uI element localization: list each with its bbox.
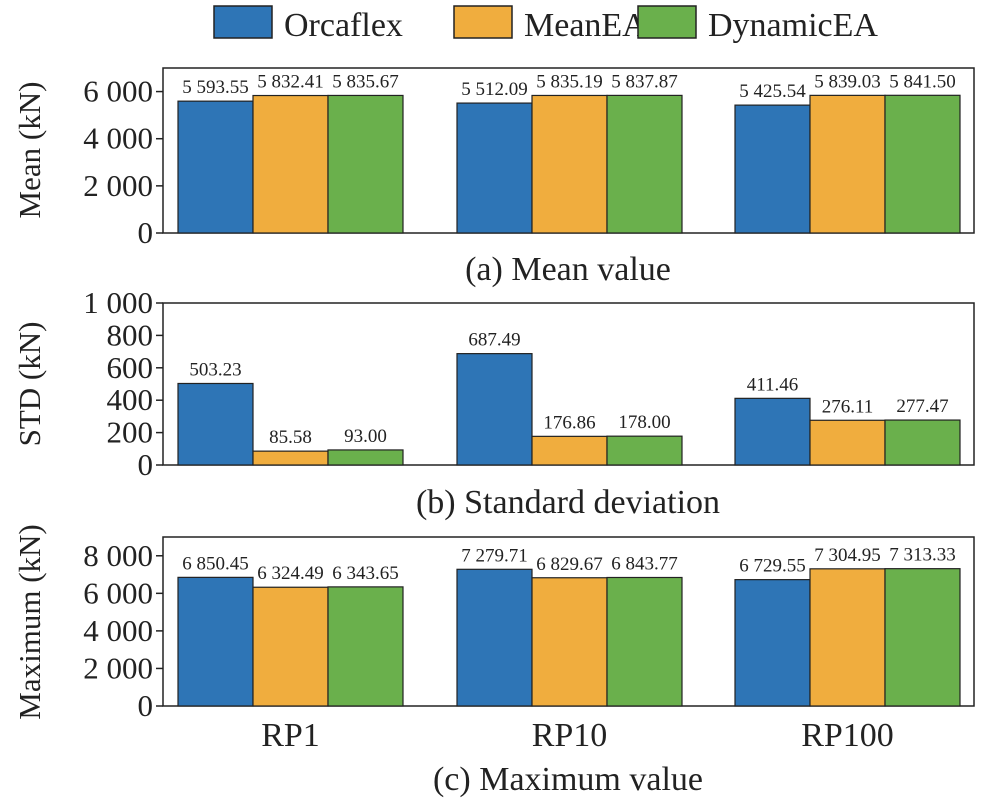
data-label: 85.58 [269,427,312,448]
legend-label: DynamicEA [708,7,878,44]
data-label: 5 512.09 [461,79,528,100]
panel-caption: (b) Standard deviation [416,484,720,521]
bar-orcaflex-rp10 [456,102,533,234]
y-tick-label: 6 000 [83,575,153,610]
data-label: 7 313.33 [889,545,956,566]
bar-dynamicea-rp10 [606,576,683,707]
y-axis-label: STD (kN) [12,322,47,447]
data-label: 6 729.55 [739,556,806,577]
data-label: 176.86 [543,412,595,433]
bar-dynamicea-rp1 [327,94,404,234]
bar-orcaflex-rp10 [456,353,533,466]
y-tick-label: 4 000 [83,121,153,156]
bar-orcaflex-rp100 [734,397,811,466]
legend-label: MeanEA [524,7,647,44]
data-label: 6 850.45 [182,553,249,574]
data-label: 6 843.77 [611,553,678,574]
data-label: 7 304.95 [814,545,881,566]
data-label: 411.46 [747,374,799,395]
y-axis-label: Maximum (kN) [12,524,47,719]
y-tick-label: 0 [138,215,154,250]
y-tick-label: 800 [107,317,154,352]
y-tick-label: 0 [138,688,154,723]
data-label: 5 835.67 [332,71,399,92]
x-category-label: RP100 [801,717,894,754]
data-label: 5 425.54 [739,81,806,102]
y-tick-label: 2 000 [83,650,153,685]
data-label: 5 839.03 [814,71,881,92]
bar-dynamicea-rp1 [327,586,404,707]
y-tick-label: 8 000 [83,538,153,573]
panel-1: 0 2 000 4 000 6 000 Mean (kN) 5 593.55 5 512.0… [12,67,975,288]
bar-orcaflex-rp10 [456,568,533,707]
legend-label: Orcaflex [284,7,403,44]
data-label: 277.47 [896,396,948,417]
y-tick-label: 4 000 [83,613,153,648]
bar-meanea-rp10 [531,577,608,707]
bar-orcaflex-rp100 [734,104,811,234]
y-tick-label: 1 000 [83,285,153,320]
legend-item-orcaflex: Orcaflex [213,5,403,44]
y-tick-label: 0 [138,447,154,482]
data-label: 503.23 [189,359,241,380]
bar-meanea-rp10 [531,435,608,466]
legend-item-dynamicea: DynamicEA [637,5,878,44]
legend: Orcaflex MeanEA DynamicEA [213,5,878,44]
bar-orcaflex-rp1 [177,382,254,466]
data-label: 5 593.55 [182,77,249,98]
bar-orcaflex-rp100 [734,579,811,707]
data-label: 5 832.41 [257,72,324,93]
bar-meanea-rp100 [809,568,886,707]
data-label: 5 837.87 [611,71,678,92]
bar-meanea-rp1 [252,586,329,707]
legend-item-meanea: MeanEA [453,5,647,44]
panel-caption: (a) Mean value [465,251,671,288]
legend-swatch [637,5,697,39]
bar-dynamicea-rp1 [327,449,404,466]
bar-orcaflex-rp1 [177,576,254,707]
bar-meanea-rp100 [809,419,886,466]
data-label: 5 841.50 [889,71,956,92]
data-label: 6 829.67 [536,554,603,575]
bar-meanea-rp1 [252,94,329,234]
y-tick-label: 600 [107,350,154,385]
data-label: 178.00 [618,412,670,433]
y-tick-label: 2 000 [83,168,153,203]
legend-swatch [453,5,513,39]
data-label: 7 279.71 [461,545,528,566]
y-tick-label: 400 [107,382,154,417]
data-label: 93.00 [344,426,387,447]
bar-dynamicea-rp100 [884,419,961,466]
data-label: 687.49 [468,330,520,351]
bar-dynamicea-rp10 [606,94,683,234]
panel-caption: (c) Maximum value [433,761,703,798]
x-category-label: RP1 [261,717,320,754]
data-label: 276.11 [822,396,874,417]
bar-meanea-rp1 [252,450,329,466]
bar-dynamicea-rp10 [606,435,683,466]
y-tick-label: 200 [107,415,154,450]
data-label: 6 343.65 [332,563,399,584]
x-category-label: RP10 [532,717,608,754]
legend-swatch [213,5,273,39]
bar-meanea-rp10 [531,94,608,234]
bar-orcaflex-rp1 [177,100,254,234]
data-label: 6 324.49 [257,563,324,584]
y-tick-label: 6 000 [83,74,153,109]
bar-dynamicea-rp100 [884,568,961,707]
data-label: 5 835.19 [536,71,603,92]
bar-dynamicea-rp100 [884,94,961,234]
bar-meanea-rp100 [809,94,886,234]
y-axis-label: Mean (kN) [12,82,47,219]
